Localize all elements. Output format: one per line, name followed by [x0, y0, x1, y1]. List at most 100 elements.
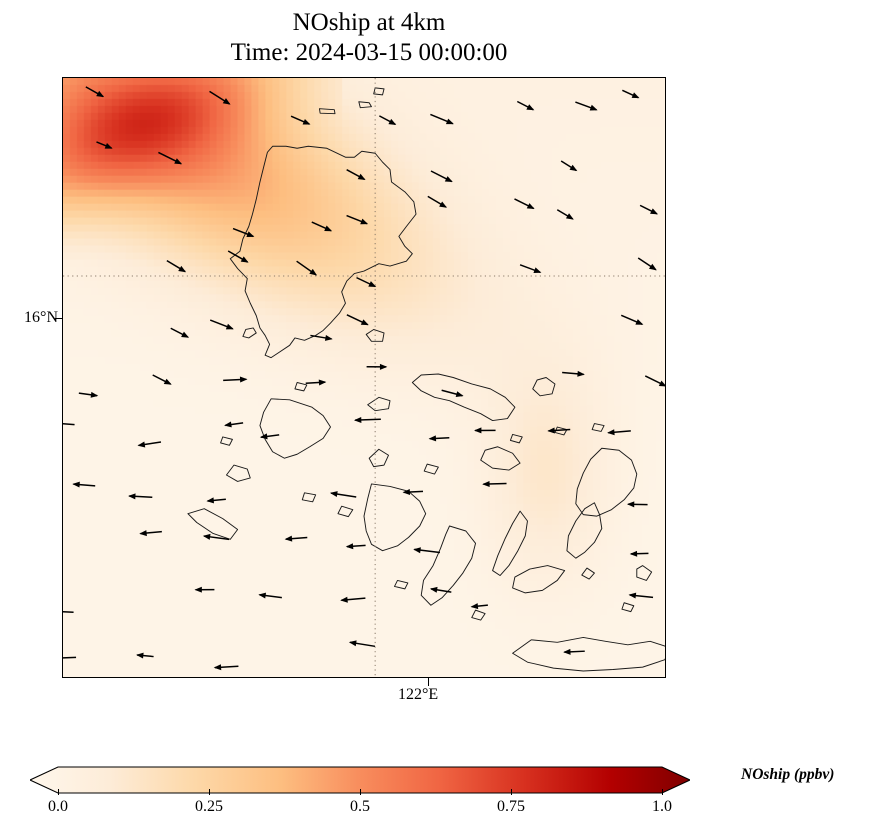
wind-arrow-47	[607, 429, 631, 436]
wind-arrow-45	[474, 427, 496, 434]
wind-arrow-71	[348, 640, 376, 648]
wind-arrow-18	[556, 209, 574, 220]
coastline-path	[294, 382, 308, 392]
wind-arrow-20	[166, 259, 187, 273]
wind-arrow-44	[428, 435, 450, 442]
coastline-path	[566, 502, 603, 559]
coastline-path	[259, 398, 331, 459]
wind-arrow-6	[575, 101, 598, 111]
wind-arrow-38	[644, 375, 665, 387]
coastline-path	[394, 579, 409, 590]
wind-arrow-36	[441, 389, 464, 398]
coastline-path	[358, 101, 372, 109]
colorbar-tick-marks	[30, 789, 690, 799]
wind-arrow-72	[563, 648, 585, 655]
colorbar-tick-label-1: 0.25	[195, 798, 223, 815]
wind-arrow-64	[340, 596, 366, 603]
coastline-path	[363, 483, 427, 552]
coastline-path	[411, 373, 516, 422]
wind-arrow-51	[329, 491, 357, 498]
coastline-path	[512, 636, 665, 672]
coastline-path	[591, 423, 605, 432]
wind-arrow-46	[547, 427, 571, 434]
wind-arrow-66	[470, 603, 488, 610]
wind-arrow-2	[290, 115, 311, 125]
wind-arrow-50	[206, 497, 226, 504]
wind-arrow-14	[311, 221, 333, 232]
wind-arrow-13	[232, 227, 255, 238]
wind-arrow-55	[139, 530, 162, 537]
coastline-path	[509, 433, 523, 444]
wind-arrow-43	[353, 416, 381, 423]
wind-arrow-16	[427, 195, 448, 208]
wind-arrow-25	[637, 257, 657, 271]
wind-arrow-22	[296, 260, 318, 276]
wind-arrow-27	[209, 319, 234, 330]
wind-arrow-15	[346, 214, 369, 225]
wind-arrow-3	[378, 115, 397, 126]
coastline-path	[532, 377, 556, 397]
wind-arrow-58	[345, 543, 366, 550]
wind-arrow-52	[402, 489, 424, 496]
coastline-path	[318, 108, 336, 115]
coastline-path	[242, 327, 257, 339]
y-tick-label-16n: 16°N	[24, 309, 58, 326]
x-tick-label-122e: 122°E	[398, 686, 439, 703]
wind-arrow-60	[629, 550, 649, 557]
map-plot-area[interactable]	[62, 77, 666, 678]
wind-arrow-29	[346, 314, 369, 326]
wind-arrow-12	[560, 160, 578, 172]
wind-arrow-33	[223, 376, 248, 383]
colorbar-tick-2	[360, 789, 362, 795]
colorbar-tick-label-0: 0.0	[48, 798, 68, 815]
wind-arrow-10	[346, 169, 366, 181]
wind-arrow-23	[356, 276, 377, 288]
concentration-field-heatmap	[63, 78, 665, 677]
wind-arrow-70	[213, 664, 239, 671]
wind-arrow-49	[128, 493, 153, 500]
coastline-path	[621, 602, 635, 613]
wind-arrow-21	[227, 250, 249, 263]
wind-arrow-1	[209, 90, 231, 105]
wind-arrow-62	[194, 586, 215, 593]
wind-arrow-11	[430, 170, 453, 183]
coastline-path	[581, 567, 595, 580]
coastline-path	[471, 609, 486, 621]
coastline-path	[367, 396, 391, 412]
wind-arrow-19	[639, 204, 659, 215]
wind-arrow-5	[516, 100, 535, 111]
wind-arrow-42	[259, 433, 280, 440]
wind-arrow-65	[429, 586, 452, 593]
wind-arrow-31	[78, 391, 99, 398]
wind-quiver-overlay	[63, 86, 665, 671]
coastline-path	[512, 565, 566, 594]
coastline-path	[480, 446, 521, 471]
coastline-path	[423, 463, 439, 475]
wind-arrow-26	[170, 327, 190, 338]
colorbar-axis-label: NOship (ppbv)	[741, 766, 835, 783]
wind-arrow-28	[310, 334, 333, 341]
wind-arrow-24	[519, 264, 542, 274]
wind-arrow-8	[96, 141, 113, 149]
coastline-overlay	[187, 87, 665, 672]
coastline-path	[575, 447, 638, 517]
wind-arrow-0	[85, 86, 105, 98]
wind-arrow-32	[152, 374, 172, 385]
colorbar-tick-1	[209, 789, 211, 795]
wind-arrow-30	[620, 314, 644, 325]
colorbar-tick-0	[58, 789, 60, 795]
wind-arrow-59	[413, 547, 441, 554]
wind-arrow-56	[202, 533, 230, 541]
wind-arrow-34	[305, 379, 327, 386]
wind-arrow-4	[430, 113, 454, 125]
wind-arrow-7	[622, 89, 640, 99]
wind-arrow-35	[366, 363, 388, 370]
coastline-path	[220, 436, 233, 446]
colorbar-tick-labels: 0.0 0.25 0.5 0.75 1.0	[0, 798, 740, 822]
colorbar-tick-3	[511, 789, 513, 795]
coastline-path	[225, 464, 251, 482]
coastline-path	[301, 492, 317, 503]
colorbar-tick-label-2: 0.5	[350, 798, 370, 815]
coastline-path	[368, 448, 389, 468]
coastline-path	[373, 87, 385, 96]
